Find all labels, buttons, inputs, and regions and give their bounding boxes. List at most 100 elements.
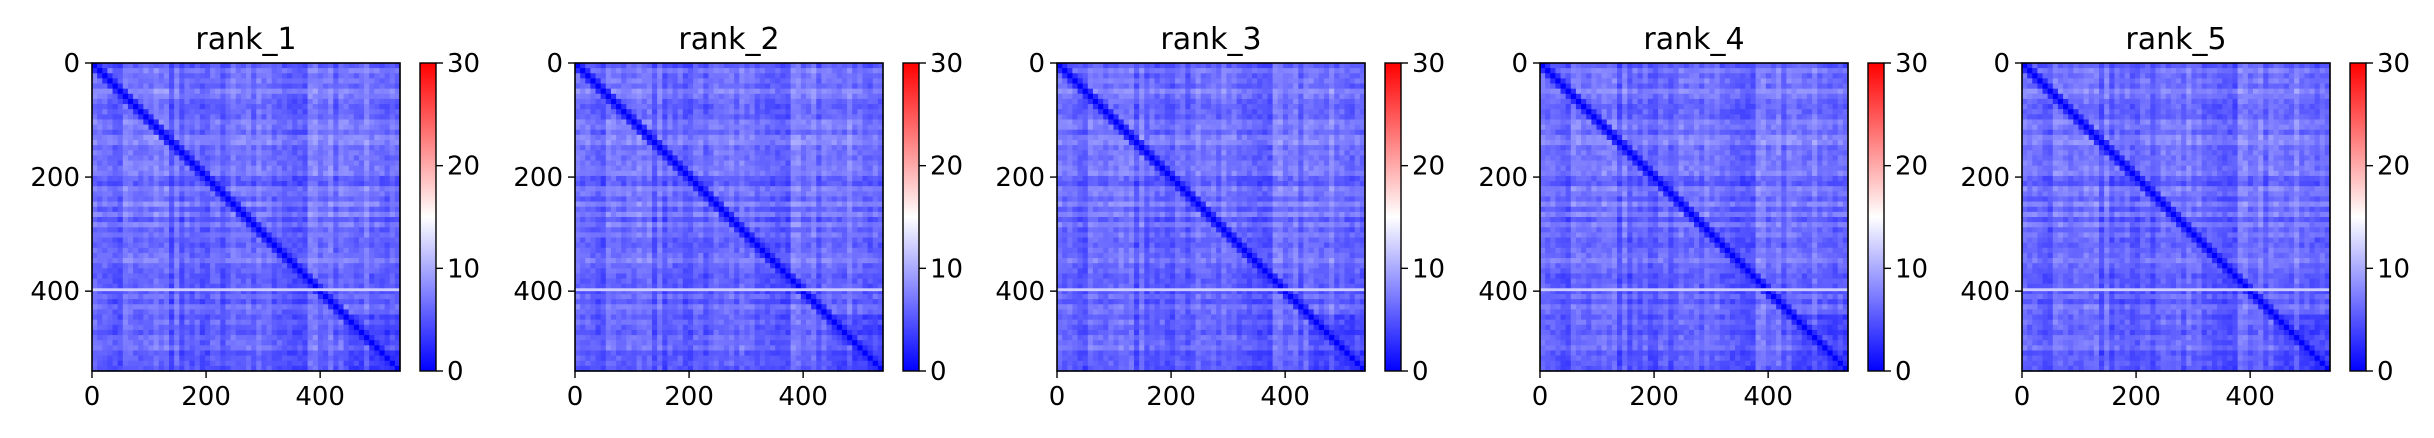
heatmap-cell (220, 134, 227, 141)
heatmap-cell (338, 191, 345, 198)
heatmap-cell (204, 335, 211, 341)
heatmap-cell (169, 73, 175, 79)
heatmap-cell (811, 88, 817, 95)
heatmap-cell (353, 186, 360, 192)
heatmap-cell (328, 299, 334, 305)
heatmap-cell (179, 237, 185, 244)
heatmap-cell (631, 134, 638, 141)
heatmap-cell (297, 119, 304, 126)
heatmap-cell (210, 288, 216, 295)
heatmap-cell (184, 252, 191, 259)
heatmap-cell (143, 319, 150, 326)
heatmap-cell (312, 124, 319, 131)
heatmap-cell (184, 283, 191, 290)
heatmap-cell (225, 263, 232, 269)
heatmap-cell (297, 150, 304, 156)
heatmap-cell (826, 68, 833, 74)
heatmap-cell (204, 165, 211, 172)
heatmap-cell (626, 63, 633, 69)
heatmap-cell (806, 129, 812, 136)
heatmap-cell (364, 175, 370, 182)
heatmap-cell (770, 165, 776, 172)
heatmap-cell (199, 88, 206, 95)
heatmap-cell (703, 109, 710, 115)
heatmap-cell (343, 258, 350, 264)
heatmap-cell (333, 365, 339, 372)
heatmap-cell (297, 98, 304, 105)
heatmap-cell (271, 211, 278, 218)
heatmap-cell (127, 83, 134, 90)
heatmap-cell (92, 63, 98, 69)
heatmap-cell (127, 263, 134, 269)
heatmap-cell (389, 242, 396, 249)
heatmap-cell (312, 324, 319, 331)
heatmap-cell (826, 109, 833, 115)
heatmap-cell (302, 304, 309, 310)
heatmap-cell (754, 170, 761, 177)
heatmap-cell (672, 124, 679, 131)
heatmap-cell (163, 283, 170, 290)
heatmap-cell (225, 232, 232, 239)
heatmap-cell (215, 278, 221, 285)
heatmap-cell (667, 109, 674, 115)
heatmap-cell (364, 211, 370, 218)
heatmap-cell (235, 273, 242, 280)
heatmap-cell (682, 175, 689, 182)
heatmap-cell (307, 109, 314, 115)
heatmap-cell (240, 191, 247, 198)
heatmap-cell (163, 211, 170, 218)
heatmap-cell (672, 150, 679, 156)
heatmap-cell (215, 345, 221, 352)
heatmap-cell (328, 211, 334, 218)
heatmap-cell (749, 129, 756, 136)
heatmap-cell (189, 170, 196, 177)
heatmap-cell (785, 145, 792, 151)
heatmap-cell (641, 175, 648, 182)
heatmap-cell (693, 140, 699, 146)
heatmap-cell (97, 314, 103, 321)
heatmap-cell (358, 258, 365, 264)
heatmap-cell (256, 329, 262, 336)
heatmap-cell (338, 294, 345, 300)
heatmap-cell (179, 222, 185, 228)
heatmap-cell (307, 145, 314, 151)
heatmap-cell (158, 119, 165, 126)
heatmap-cell (92, 68, 98, 74)
heatmap-cell (251, 299, 257, 305)
heatmap-cell (220, 345, 227, 352)
heatmap-cell (348, 109, 355, 115)
heatmap-cell (138, 222, 144, 228)
heatmap-cell (384, 170, 391, 177)
heatmap-cell (230, 78, 237, 85)
heatmap-cell (307, 175, 314, 182)
heatmap-cell (302, 232, 309, 239)
heatmap-cell (646, 68, 653, 74)
heatmap-cell (102, 263, 108, 269)
heatmap-cell (251, 165, 257, 172)
heatmap-cell (230, 83, 237, 90)
heatmap-cell (857, 93, 864, 100)
heatmap-cell (358, 232, 365, 239)
heatmap-cell (112, 68, 119, 74)
heatmap-cell (199, 247, 206, 254)
heatmap-cell (302, 78, 309, 85)
heatmap-cell (374, 150, 381, 156)
heatmap-cell (831, 140, 838, 146)
heatmap-cell (785, 68, 792, 74)
heatmap-cell (862, 104, 869, 110)
heatmap-cell (713, 98, 720, 105)
heatmap-cell (703, 129, 710, 136)
heatmap-cell (754, 68, 761, 74)
heatmap-cell (256, 227, 262, 233)
heatmap-cell (297, 109, 304, 115)
heatmap-cell (358, 196, 365, 203)
heatmap-cell (384, 119, 391, 126)
heatmap-cell (672, 88, 679, 95)
heatmap-cell (287, 134, 293, 141)
heatmap-cell (662, 124, 668, 131)
heatmap-cell (276, 196, 283, 203)
heatmap-cell (127, 324, 134, 331)
heatmap-cell (862, 150, 869, 156)
heatmap-cell (723, 160, 730, 167)
heatmap-cell (364, 134, 370, 141)
